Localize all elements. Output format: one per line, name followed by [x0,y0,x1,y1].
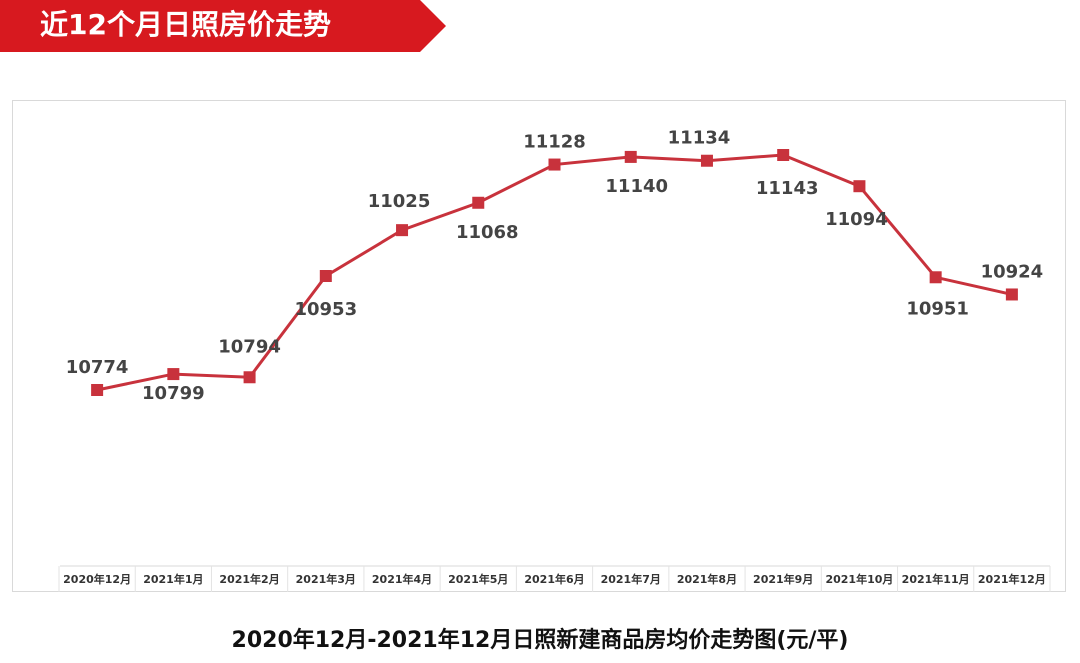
data-point [853,180,866,193]
chart-frame [12,100,1066,592]
data-point [929,271,942,284]
data-label: 11094 [825,209,888,230]
data-label: 10794 [218,336,281,357]
data-point [472,196,485,209]
data-point [167,368,180,381]
x-tick-label: 2021年5月 [448,572,508,586]
data-label: 10924 [981,261,1044,282]
x-tick-label: 2021年11月 [902,572,970,586]
x-tick-label: 2021年7月 [601,572,661,586]
data-point [700,154,713,167]
data-label: 10953 [294,299,357,320]
x-tick-label: 2021年8月 [677,572,737,586]
x-tick-label: 2021年2月 [219,572,279,586]
data-label: 10774 [66,357,129,378]
x-tick-label: 2021年9月 [753,572,813,586]
x-tick-label: 2021年1月 [143,572,203,586]
data-point [396,224,409,237]
data-point [624,150,637,163]
data-label: 11140 [605,176,668,197]
data-point [91,384,104,396]
data-label: 10951 [906,298,969,319]
data-label: 11068 [456,222,519,243]
x-tick-label: 2021年10月 [825,572,893,586]
data-label: 11025 [368,191,431,212]
header-title: 近12个月日照房价走势 [40,8,331,41]
chart-caption: 2020年12月-2021年12月日照新建商品房均价走势图(元/平) [232,627,849,653]
data-label: 11143 [756,178,819,199]
data-point [548,158,561,171]
x-tick-label: 2021年12月 [978,572,1046,586]
x-tick-label: 2021年4月 [372,572,432,586]
header-banner [0,0,446,52]
x-tick-label: 2021年6月 [524,572,584,586]
data-label: 10799 [142,383,205,404]
data-label: 11128 [523,132,586,153]
x-tick-label: 2020年12月 [63,572,131,586]
data-point [1005,288,1018,301]
data-point [243,371,256,384]
data-label: 11134 [668,128,731,149]
x-tick-label: 2021年3月 [296,572,356,586]
data-point [319,270,332,283]
data-point [777,149,790,161]
